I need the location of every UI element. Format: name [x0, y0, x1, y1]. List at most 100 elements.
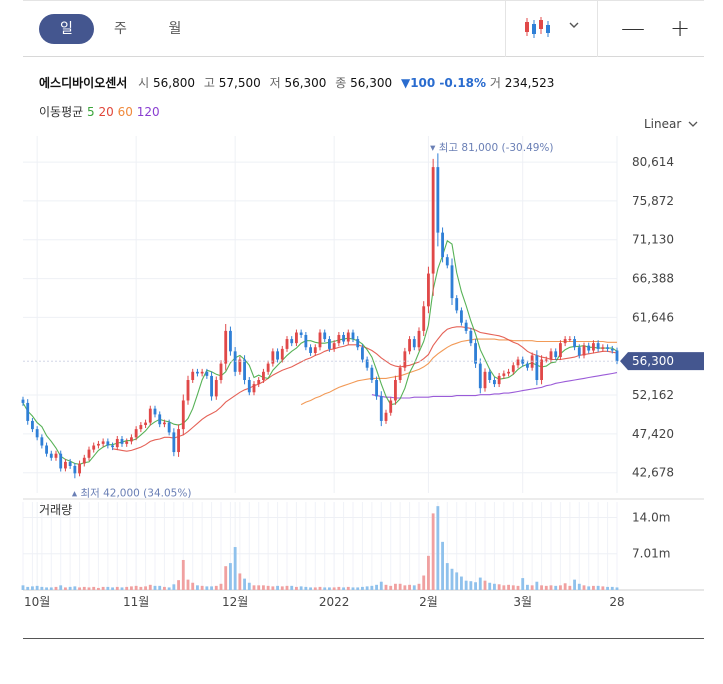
candle: [35, 426, 39, 441]
candle-body: [144, 422, 147, 426]
volume-bar: [521, 578, 525, 590]
volume-bar: [497, 584, 501, 590]
candle: [502, 370, 506, 379]
price-tick-label: 66,388: [632, 272, 674, 286]
volume-bar: [68, 586, 72, 590]
volume-bar: [271, 586, 275, 590]
candle: [596, 340, 600, 352]
candle-body: [615, 350, 619, 362]
candle-body: [97, 443, 100, 446]
candle-body: [530, 355, 534, 368]
volume-bar: [615, 587, 619, 590]
candle-body: [582, 345, 586, 356]
x-tick-label: 11월: [123, 595, 149, 609]
volume-bar: [582, 585, 586, 590]
toolbar-divider: [505, 1, 506, 57]
candle: [351, 329, 355, 343]
candle: [191, 368, 195, 383]
candle: [328, 336, 331, 352]
candle: [200, 368, 204, 377]
candle-body: [87, 449, 91, 458]
candle: [106, 438, 110, 449]
volume-bar: [82, 586, 86, 590]
candle-body: [361, 347, 364, 360]
candle: [431, 158, 435, 296]
candle-body: [68, 461, 72, 466]
x-tick-label: 2022: [319, 595, 350, 609]
zoom-in-button[interactable]: +: [669, 14, 691, 42]
zoom-out-button[interactable]: —: [621, 14, 645, 42]
volume-bar: [318, 586, 322, 590]
ma-label: 이동평균: [39, 105, 84, 119]
ma60-legend: 60: [117, 105, 133, 119]
candle: [59, 450, 63, 472]
candle: [87, 446, 91, 461]
candle: [488, 368, 492, 383]
volume-bar: [610, 586, 614, 590]
volume-bar: [394, 583, 397, 590]
candle: [177, 424, 180, 457]
candle-body: [45, 445, 48, 454]
scale-dropdown[interactable]: Linear: [644, 117, 698, 131]
ma120-legend: 120: [136, 105, 160, 119]
candle-body: [78, 463, 81, 474]
candle-body: [167, 422, 171, 433]
volume-tick-label: 14.0m: [632, 511, 670, 525]
candle: [408, 336, 411, 355]
volume-bar: [299, 586, 303, 590]
tab-month[interactable]: 월: [168, 21, 182, 37]
candle-body: [262, 371, 265, 381]
candle: [412, 336, 416, 351]
volume-bar: [493, 583, 496, 590]
x-tick-label: 10월: [24, 595, 50, 609]
candle: [243, 355, 246, 385]
tab-week[interactable]: 주: [114, 21, 127, 37]
candle: [130, 434, 133, 445]
candle-body: [31, 420, 34, 430]
close-value: 56,300: [350, 76, 393, 90]
candle-body: [389, 400, 393, 413]
volume-bar: [21, 585, 25, 590]
candle-body: [559, 343, 562, 358]
volume-panel-label: 거래량: [39, 503, 72, 517]
volume-bar: [125, 586, 129, 590]
volume-bar: [356, 587, 360, 590]
candle-body: [521, 359, 525, 364]
candlestick-icon[interactable]: [522, 16, 552, 40]
x-tick-label: 28: [609, 595, 624, 609]
volume-bar: [243, 578, 246, 590]
candle: [205, 368, 209, 379]
candle-body: [92, 445, 96, 450]
candle-body: [200, 371, 204, 374]
volume-bar: [200, 585, 204, 590]
candle: [493, 377, 496, 388]
volume-bar: [97, 587, 100, 590]
candle-body: [610, 348, 614, 351]
candle-body: [54, 453, 58, 458]
volume-bar: [262, 585, 265, 590]
volume-label: 거: [489, 76, 501, 90]
candle: [592, 340, 595, 354]
candle: [568, 336, 572, 343]
candle: [82, 454, 86, 467]
candle-body: [111, 445, 114, 448]
candle-body: [276, 351, 279, 360]
candle-body: [35, 429, 39, 438]
volume-bar: [351, 587, 355, 590]
volume-bar: [210, 586, 213, 590]
chevron-down-icon[interactable]: [568, 20, 580, 30]
candle: [375, 376, 378, 400]
candle: [526, 360, 529, 371]
candle: [304, 332, 308, 351]
volume-bar: [502, 585, 506, 590]
tab-day[interactable]: 일: [39, 14, 94, 44]
ma5-legend: 5: [87, 105, 95, 119]
candle: [441, 227, 444, 263]
volume-bar: [436, 506, 440, 590]
candle: [290, 336, 294, 347]
high-value: 57,500: [218, 76, 261, 90]
candle: [210, 371, 213, 401]
candle: [460, 307, 463, 326]
candle-body: [445, 257, 449, 266]
